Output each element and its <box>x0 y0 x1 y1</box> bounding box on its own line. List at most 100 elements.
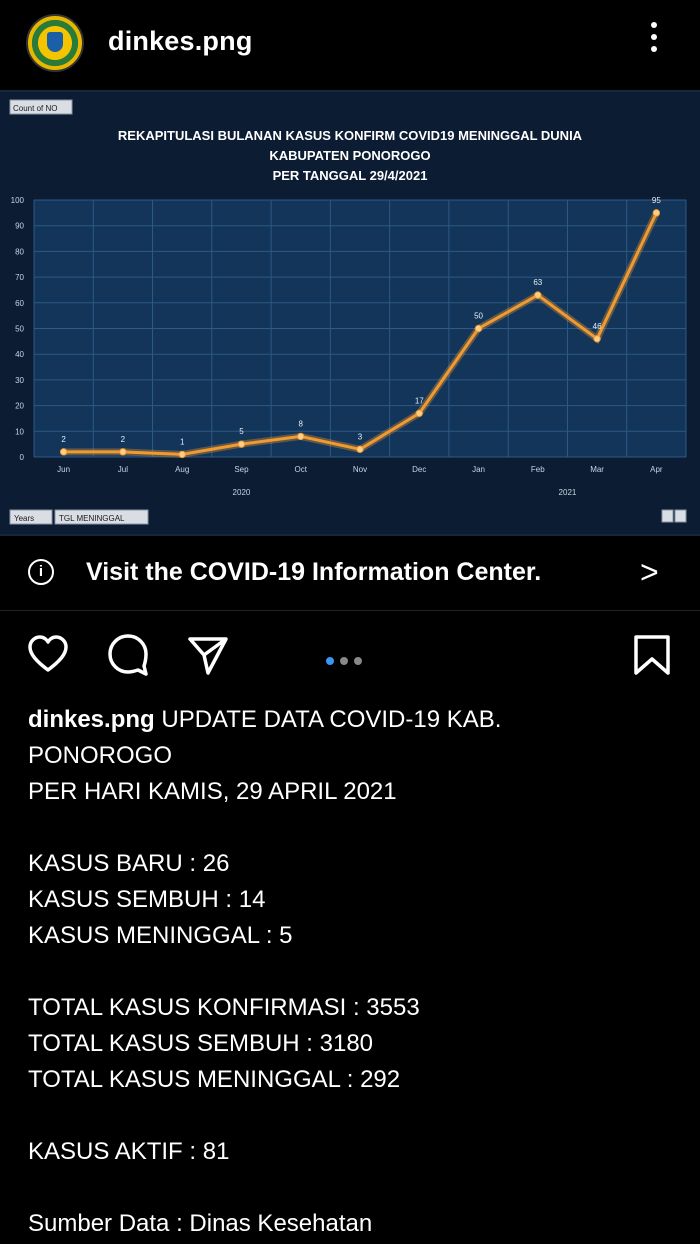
caption-username[interactable]: dinkes.png <box>28 706 155 733</box>
more-vertical-icon[interactable] <box>640 22 668 62</box>
y-tick-label: 70 <box>15 273 24 282</box>
data-label: 3 <box>358 432 363 441</box>
data-point <box>119 448 127 456</box>
caption-line: TOTAL KASUS KONFIRMASI : 3553 <box>28 994 420 1021</box>
expand-button[interactable] <box>661 509 674 523</box>
line-chart: Count of NO REKAPITULASI BULANAN KASUS K… <box>9 99 687 525</box>
data-points <box>59 209 661 459</box>
filter-years-label: Years <box>14 514 34 523</box>
post-image-chart[interactable]: Count of NO REKAPITULASI BULANAN KASUS K… <box>0 90 700 536</box>
x-tick-label: Feb <box>531 465 545 474</box>
x-axis-ticks: Jun Jul Aug Sep Oct Nov Dec Jan Feb Mar Apr <box>57 465 663 474</box>
x-tick-label: Dec <box>412 465 426 474</box>
y-tick-label: 100 <box>11 196 25 205</box>
x-tick-label: Oct <box>295 465 308 474</box>
data-point <box>415 409 423 418</box>
data-label: 2 <box>121 435 126 444</box>
caption-line: KASUS AKTIF : 81 <box>28 1138 230 1165</box>
caption-line: TOTAL KASUS SEMBUH : 3180 <box>28 1030 374 1057</box>
post-header: dinkes.png <box>0 0 700 88</box>
caption-line: Sumber Data : Dinas Kesehatan <box>28 1210 373 1237</box>
data-label: 50 <box>474 312 483 321</box>
caption-line <box>28 1170 688 1206</box>
year-label: 2021 <box>559 488 577 497</box>
info-bar-text: Visit the COVID-19 Information Center. <box>86 558 542 586</box>
filter-buttons: Years TGL MENINGGAL <box>9 509 687 525</box>
carousel-dot <box>340 657 348 665</box>
chart-title-line2: KABUPATEN PONOROGO <box>269 148 430 163</box>
y-tick-label: 0 <box>20 453 25 462</box>
bookmark-icon[interactable] <box>630 633 674 677</box>
filter-tgl-label: TGL MENINGGAL <box>59 514 125 523</box>
data-point <box>178 450 186 459</box>
y-tick-label: 50 <box>15 325 24 334</box>
username[interactable]: dinkes.png <box>108 26 253 56</box>
data-label: 95 <box>652 196 661 205</box>
data-label: 8 <box>299 419 304 428</box>
chart-title-line3: PER TANGGAL 29/4/2021 <box>273 168 428 183</box>
y-tick-label: 40 <box>15 350 24 359</box>
data-label: 63 <box>533 278 542 287</box>
caption-line: KASUS MENINGGAL : 5 <box>28 922 293 949</box>
post-caption: dinkes.png UPDATE DATA COVID-19 KAB. PON… <box>28 702 688 1242</box>
post-actions <box>0 625 700 689</box>
y-tick-label: 10 <box>15 427 24 436</box>
info-icon: i <box>28 559 54 585</box>
carousel-dots <box>326 652 376 665</box>
collapse-button[interactable] <box>674 509 687 523</box>
chevron-right-icon: > <box>640 554 659 590</box>
filter-years-button[interactable] <box>9 509 53 525</box>
caption-line: KASUS BARU : 26 <box>28 850 230 877</box>
y-tick-label: 20 <box>15 402 24 411</box>
y-tick-label: 60 <box>15 299 24 308</box>
data-point <box>474 324 483 333</box>
data-point <box>534 291 542 299</box>
y-tick-label: 80 <box>15 247 24 256</box>
data-labels: 2 2 1 5 8 3 17 50 63 46 95 <box>61 196 661 447</box>
covid-info-bar[interactable]: i Visit the COVID-19 Information Center.… <box>0 540 700 611</box>
data-point <box>652 209 661 217</box>
y-tick-label: 90 <box>15 222 24 231</box>
y-axis-ticks: 0 10 20 30 40 50 60 70 80 90 100 <box>11 196 25 462</box>
send-icon[interactable] <box>186 633 230 677</box>
caption-line: TOTAL KASUS MENINGGAL : 292 <box>28 1066 401 1093</box>
x-tick-label: Jul <box>118 465 128 474</box>
carousel-dot <box>354 657 362 665</box>
caption-line <box>28 1098 688 1134</box>
x-tick-label: Jun <box>57 465 70 474</box>
data-label: 17 <box>415 396 424 405</box>
x-tick-label: Jan <box>472 465 485 474</box>
carousel-dot-active <box>326 657 334 665</box>
caption-line: KASUS SEMBUH : 14 <box>28 886 266 913</box>
data-label: 1 <box>180 437 185 446</box>
data-label: 2 <box>61 435 66 444</box>
caption-line: PER HARI KAMIS, 29 APRIL 2021 <box>28 778 397 805</box>
field-label-box <box>9 99 73 115</box>
year-group-labels: 2020 2021 <box>233 488 577 497</box>
x-tick-label: Nov <box>353 465 367 474</box>
chart-grid <box>33 199 687 458</box>
data-point <box>59 448 68 456</box>
year-label: 2020 <box>233 488 251 497</box>
data-label: 5 <box>239 427 244 436</box>
comment-icon[interactable] <box>106 633 150 677</box>
heart-icon[interactable] <box>26 633 70 677</box>
caption-line <box>28 810 688 846</box>
y-tick-label: 30 <box>15 376 24 385</box>
caption-first-line: dinkes.png UPDATE DATA COVID-19 KAB. <box>28 706 502 733</box>
caption-line <box>28 954 688 990</box>
caption-line: PONOROGO <box>28 742 173 769</box>
x-tick-label: Apr <box>650 465 663 474</box>
data-point <box>297 432 305 441</box>
data-point <box>237 440 246 448</box>
field-label: Count of NO <box>13 104 57 113</box>
data-label: 46 <box>593 322 602 331</box>
x-tick-label: Mar <box>590 465 604 474</box>
avatar[interactable] <box>26 14 84 72</box>
data-point <box>356 445 364 453</box>
x-tick-label: Sep <box>234 465 249 474</box>
x-tick-label: Aug <box>175 465 189 474</box>
filter-tgl-button[interactable] <box>54 509 149 525</box>
chart-title: REKAPITULASI BULANAN KASUS KONFIRM COVID… <box>118 128 583 143</box>
data-point <box>593 335 601 343</box>
